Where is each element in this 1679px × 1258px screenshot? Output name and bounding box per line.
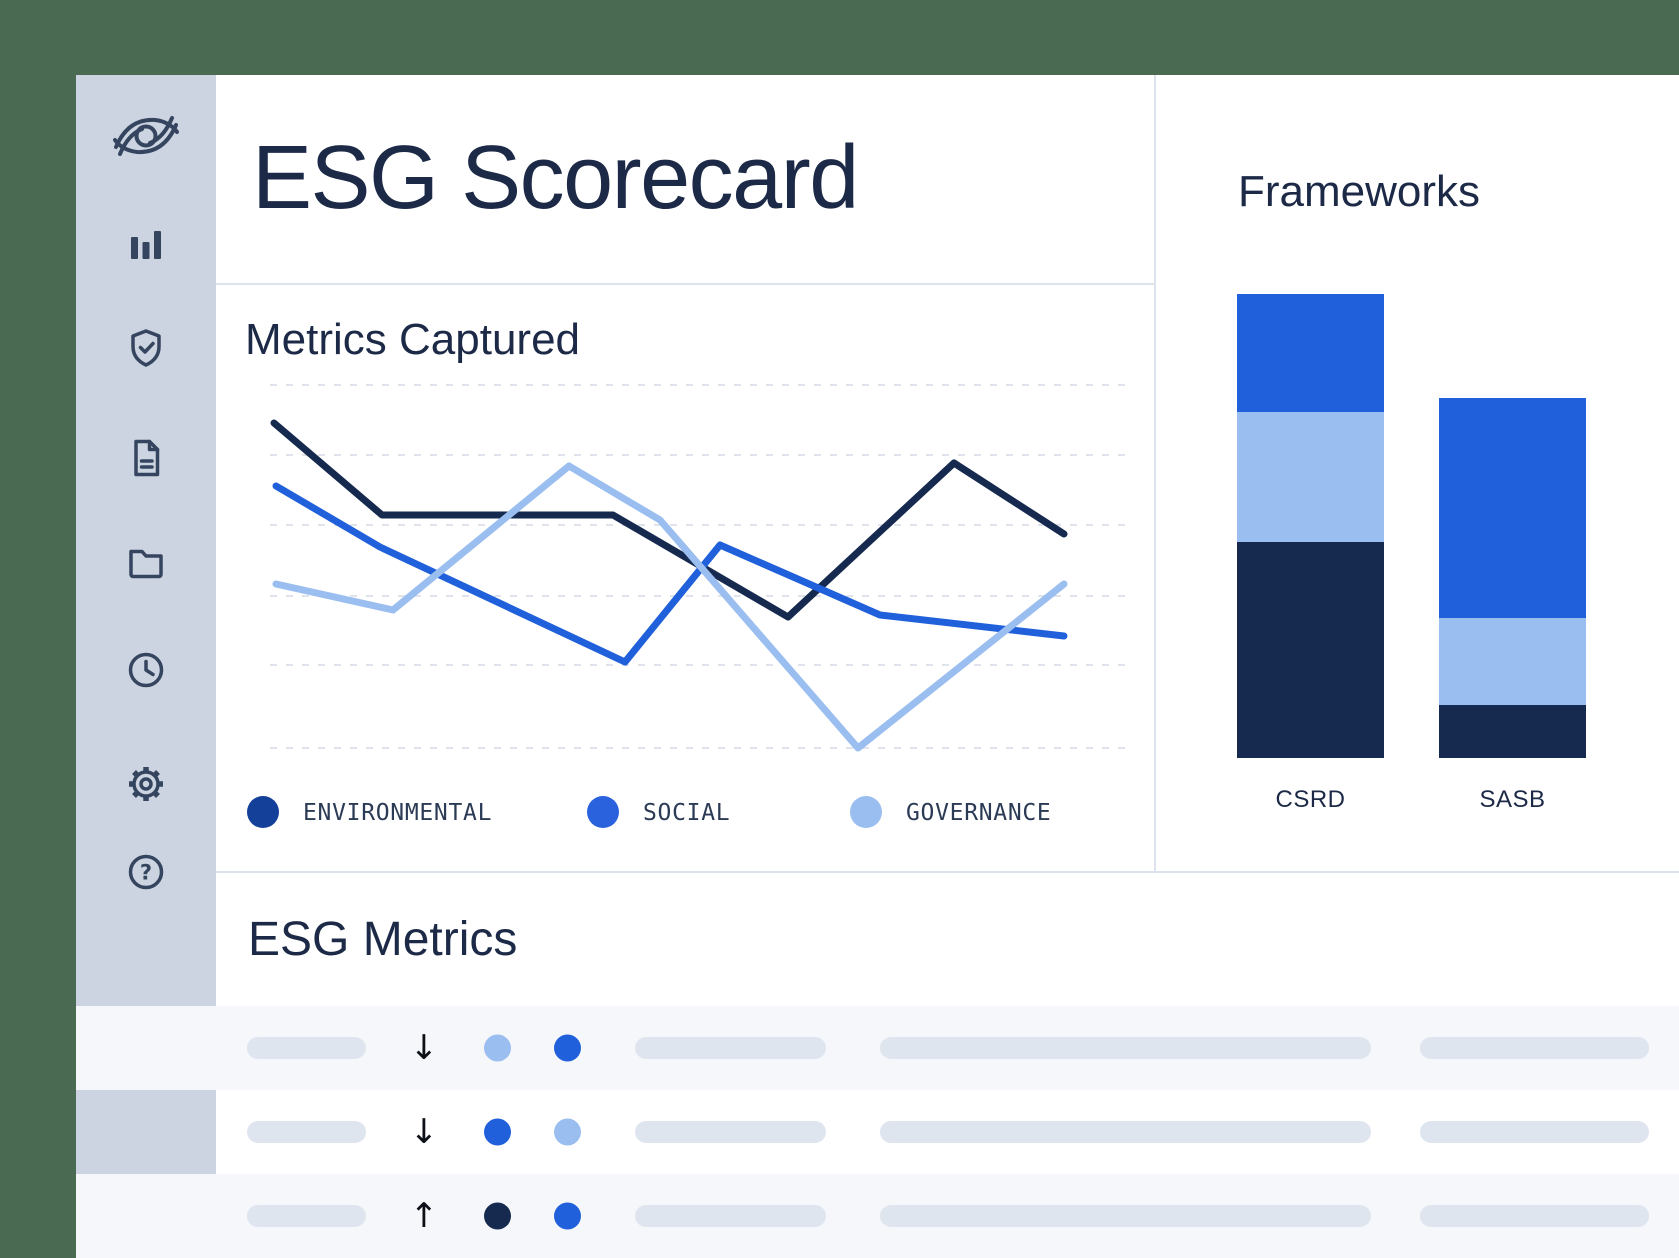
table-row[interactable]: ↑	[76, 1174, 1679, 1258]
frameworks-heading: Frameworks	[1238, 167, 1481, 216]
bar-label-sasb: SASB	[1479, 786, 1546, 813]
skeleton-text-pill	[1420, 1037, 1649, 1059]
shield-check-icon	[131, 329, 161, 367]
bar-segment-environmental	[1439, 705, 1586, 758]
esg-metrics-heading: ESG Metrics	[248, 913, 518, 966]
bar-segment-governance	[1237, 412, 1384, 542]
metrics-line-chart	[270, 384, 1130, 752]
series-line-environmental	[270, 419, 1068, 621]
skeleton-text-pill	[635, 1121, 826, 1143]
skeleton-text-pill	[247, 1205, 366, 1227]
legend-label: SOCIAL	[643, 799, 731, 826]
governance-dot-icon	[850, 795, 882, 828]
question-circle-icon: ?	[128, 854, 164, 890]
legend-label: ENVIRONMENTAL	[303, 799, 493, 826]
question-glyph: ?	[140, 861, 152, 885]
table-row[interactable]: ↓	[76, 1090, 1679, 1174]
stacked-bar-csrd	[1237, 294, 1384, 758]
skeleton-text-pill	[247, 1121, 366, 1143]
legend-item-governance: GOVERNANCE	[850, 795, 1051, 828]
skeleton-text-pill	[635, 1205, 826, 1227]
environmental-dot-icon	[247, 795, 279, 828]
bar-segment-governance	[1439, 618, 1586, 705]
bar-segment-social	[1439, 398, 1586, 618]
sidebar-item-compliance[interactable]	[124, 326, 168, 370]
sidebar-item-history[interactable]	[124, 648, 168, 692]
gear-icon	[129, 767, 163, 801]
category-dot	[554, 1034, 581, 1062]
category-dot	[484, 1118, 511, 1146]
skeleton-text-pill	[1420, 1121, 1649, 1143]
folder-icon	[129, 549, 163, 579]
legend-item-environmental: ENVIRONMENTAL	[247, 795, 492, 828]
series-line-social	[272, 482, 1068, 666]
logo-eye-icon[interactable]	[113, 112, 179, 160]
skeleton-text-pill	[880, 1205, 1371, 1227]
trend-down-arrow-icon: ↓	[409, 1028, 439, 1068]
panel-divider	[1154, 75, 1156, 871]
category-dot	[484, 1202, 511, 1230]
document-icon	[134, 439, 160, 477]
metrics-captured-heading: Metrics Captured	[245, 315, 581, 364]
legend-label: GOVERNANCE	[906, 799, 1052, 826]
category-dot	[554, 1202, 581, 1230]
section-divider	[216, 871, 1679, 873]
sidebar-item-analytics[interactable]	[124, 221, 168, 265]
skeleton-text-pill	[635, 1037, 826, 1059]
skeleton-text-pill	[247, 1037, 366, 1059]
bar-label-csrd: CSRD	[1275, 786, 1346, 813]
skeleton-text-pill	[880, 1121, 1371, 1143]
analytics-bars-icon	[131, 231, 161, 259]
bar-segment-social	[1237, 294, 1384, 412]
sidebar-item-help[interactable]: ?	[124, 850, 168, 894]
skeleton-text-pill	[1420, 1205, 1649, 1227]
sidebar-item-files[interactable]	[124, 540, 168, 584]
trend-up-arrow-icon: ↑	[409, 1196, 439, 1236]
table-row[interactable]: ↓	[76, 1006, 1679, 1090]
sidebar-item-settings[interactable]	[124, 762, 168, 806]
page-title: ESG Scorecard	[252, 128, 859, 228]
app-window: ? ESG Scorecard Metrics Captured Framewo…	[76, 75, 1679, 1258]
legend-item-social: SOCIAL	[587, 795, 730, 828]
social-dot-icon	[587, 795, 619, 828]
skeleton-text-pill	[880, 1037, 1371, 1059]
trend-down-arrow-icon: ↓	[409, 1112, 439, 1152]
category-dot	[554, 1118, 581, 1146]
sidebar-item-documents[interactable]	[124, 436, 168, 480]
category-dot	[484, 1034, 511, 1062]
bar-segment-environmental	[1237, 542, 1384, 758]
series-line-governance	[272, 462, 1068, 752]
stacked-bar-sasb	[1439, 398, 1586, 758]
title-divider	[216, 283, 1154, 285]
clock-icon	[128, 652, 164, 688]
